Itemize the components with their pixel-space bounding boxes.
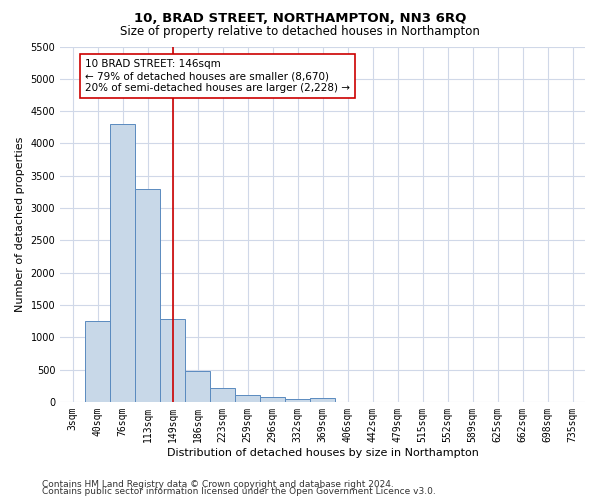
Bar <box>110 124 135 402</box>
Text: 10, BRAD STREET, NORTHAMPTON, NN3 6RQ: 10, BRAD STREET, NORTHAMPTON, NN3 6RQ <box>134 12 466 26</box>
Bar <box>285 398 310 402</box>
Bar <box>135 188 160 402</box>
Bar <box>210 388 235 402</box>
Text: Size of property relative to detached houses in Northampton: Size of property relative to detached ho… <box>120 25 480 38</box>
Bar <box>310 398 335 402</box>
X-axis label: Distribution of detached houses by size in Northampton: Distribution of detached houses by size … <box>167 448 479 458</box>
Text: Contains public sector information licensed under the Open Government Licence v3: Contains public sector information licen… <box>42 488 436 496</box>
Bar <box>185 371 210 402</box>
Bar <box>85 321 110 402</box>
Y-axis label: Number of detached properties: Number of detached properties <box>15 136 25 312</box>
Bar <box>235 394 260 402</box>
Text: Contains HM Land Registry data © Crown copyright and database right 2024.: Contains HM Land Registry data © Crown c… <box>42 480 394 489</box>
Text: 10 BRAD STREET: 146sqm
← 79% of detached houses are smaller (8,670)
20% of semi-: 10 BRAD STREET: 146sqm ← 79% of detached… <box>85 60 350 92</box>
Bar <box>260 398 285 402</box>
Bar <box>160 319 185 402</box>
